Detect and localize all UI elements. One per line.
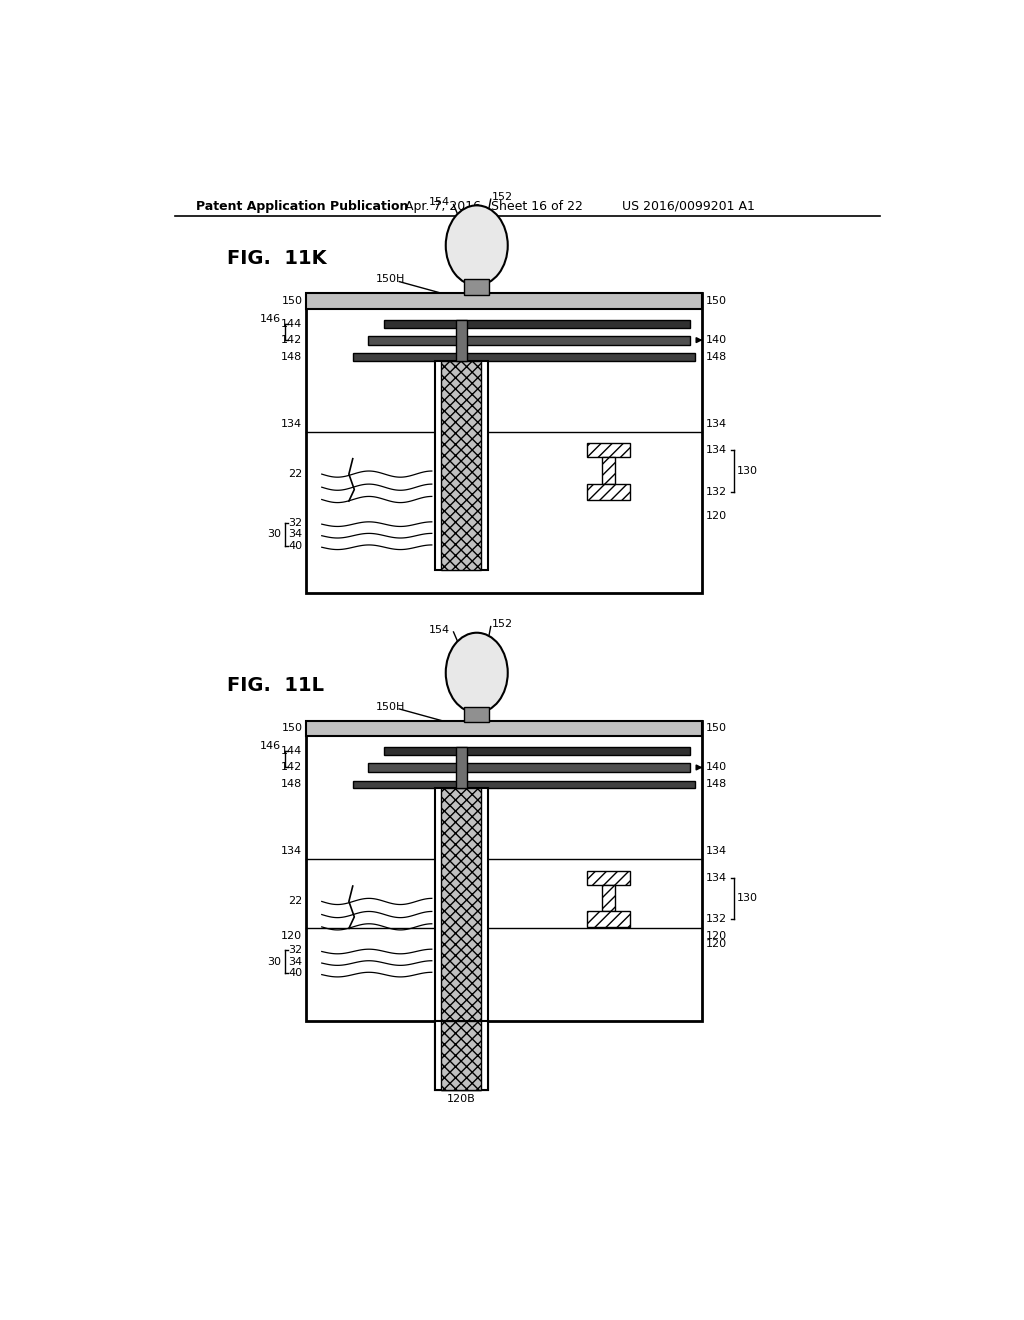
Text: Sheet 16 of 22: Sheet 16 of 22 xyxy=(490,199,583,213)
Text: Patent Application Publication: Patent Application Publication xyxy=(197,199,409,213)
Text: 132: 132 xyxy=(706,915,726,924)
Bar xyxy=(369,763,690,772)
Ellipse shape xyxy=(445,632,508,713)
Bar xyxy=(587,911,630,927)
Text: 40: 40 xyxy=(288,968,302,978)
Text: 22: 22 xyxy=(288,896,302,907)
Bar xyxy=(587,444,630,457)
Bar xyxy=(352,354,695,360)
Text: 134: 134 xyxy=(706,873,726,883)
Text: 140: 140 xyxy=(706,335,726,345)
Text: 150H: 150H xyxy=(376,275,406,284)
Bar xyxy=(602,457,614,484)
Text: 152: 152 xyxy=(493,191,513,202)
Text: US 2016/0099201 A1: US 2016/0099201 A1 xyxy=(623,199,756,213)
Bar xyxy=(464,706,489,722)
Bar xyxy=(456,321,467,360)
Bar xyxy=(369,335,690,345)
Text: 120: 120 xyxy=(706,939,726,949)
Text: 22: 22 xyxy=(288,469,302,479)
Bar xyxy=(587,484,630,499)
Bar xyxy=(352,780,695,788)
Text: 148: 148 xyxy=(282,779,302,789)
Text: 134: 134 xyxy=(282,418,302,429)
Text: 148: 148 xyxy=(706,352,727,362)
Bar xyxy=(435,1020,487,1090)
Text: 120: 120 xyxy=(706,931,726,941)
Text: 130: 130 xyxy=(736,894,758,903)
Bar xyxy=(441,360,481,570)
Text: 130: 130 xyxy=(736,466,758,477)
Text: 154: 154 xyxy=(429,197,451,207)
Text: 146: 146 xyxy=(260,314,282,323)
Text: 30: 30 xyxy=(267,529,282,539)
Bar xyxy=(306,721,701,1020)
Text: FIG.  11L: FIG. 11L xyxy=(227,676,325,696)
Text: 148: 148 xyxy=(282,352,302,362)
Ellipse shape xyxy=(445,206,508,285)
Text: 150: 150 xyxy=(282,296,302,306)
Text: 32: 32 xyxy=(288,945,302,954)
Text: 154: 154 xyxy=(429,624,451,635)
Text: 150H: 150H xyxy=(376,702,406,711)
Bar xyxy=(441,788,481,1090)
Bar xyxy=(464,280,489,294)
Text: 134: 134 xyxy=(706,846,726,857)
Bar xyxy=(456,747,467,788)
Text: 120B: 120B xyxy=(446,1094,475,1105)
Text: 134: 134 xyxy=(282,846,302,857)
Bar xyxy=(441,1020,481,1090)
Text: 150: 150 xyxy=(706,723,726,733)
Text: 152: 152 xyxy=(493,619,513,630)
Bar xyxy=(306,721,701,737)
Text: 134: 134 xyxy=(706,418,726,429)
Text: 34: 34 xyxy=(288,957,302,966)
Bar xyxy=(587,871,630,884)
Bar xyxy=(306,293,701,309)
Text: 144: 144 xyxy=(282,319,302,329)
Text: 132: 132 xyxy=(706,487,726,496)
Text: 120: 120 xyxy=(706,511,726,521)
Text: FIG.  11K: FIG. 11K xyxy=(227,249,327,268)
Text: 150: 150 xyxy=(282,723,302,733)
Text: 140: 140 xyxy=(706,763,726,772)
Text: 32: 32 xyxy=(288,517,302,528)
Bar xyxy=(384,321,690,327)
Text: 120: 120 xyxy=(282,931,302,941)
Bar xyxy=(602,884,614,911)
Text: 146: 146 xyxy=(260,741,282,751)
Bar xyxy=(306,293,701,594)
Bar xyxy=(435,788,487,1090)
Text: 134: 134 xyxy=(706,445,726,455)
Text: Apr. 7, 2016: Apr. 7, 2016 xyxy=(406,199,481,213)
Text: 30: 30 xyxy=(267,957,282,966)
Text: 144: 144 xyxy=(282,746,302,756)
Text: 142: 142 xyxy=(282,335,302,345)
Text: 34: 34 xyxy=(288,529,302,539)
Text: 148: 148 xyxy=(706,779,727,789)
Bar xyxy=(435,360,487,570)
Text: 40: 40 xyxy=(288,541,302,550)
Bar xyxy=(384,747,690,755)
Text: 150: 150 xyxy=(706,296,726,306)
Text: 142: 142 xyxy=(282,763,302,772)
